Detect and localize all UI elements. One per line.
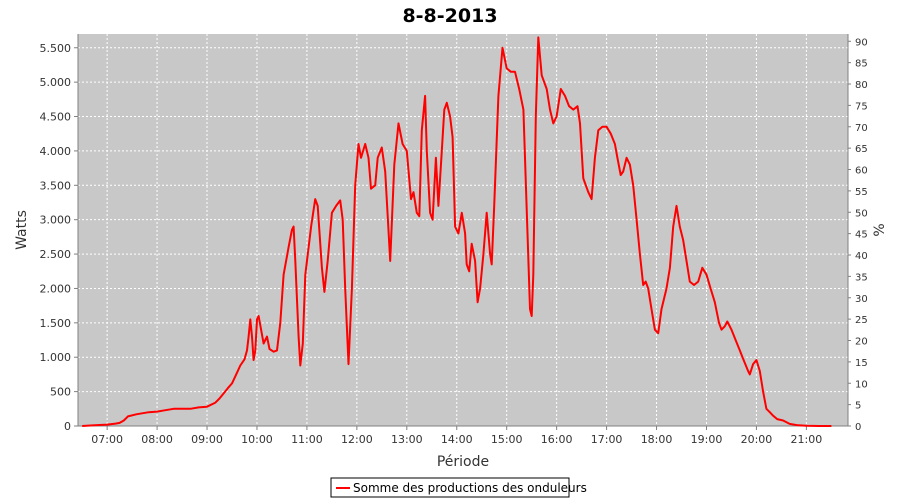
y2-axis-title: % [872,223,888,236]
y2-tick-label: 20 [855,337,868,348]
x-axis-title: Période [437,454,489,470]
legend-box [330,477,570,498]
y2-tick-label: 15 [855,358,868,369]
legend[interactable]: Somme des productions des onduleurs [330,477,587,498]
legend-label: Somme des productions des onduleurs [353,481,587,495]
y2-tick-label: 60 [855,166,868,177]
plot-area [78,34,848,426]
x-tick-label: 12:00 [341,433,373,446]
y-tick-label: 2.500 [40,248,72,261]
series-layer [82,36,832,427]
y-axis-title: Watts [14,210,30,250]
x-tick-label: 15:00 [491,433,523,446]
y2-tick-label: 90 [855,37,868,48]
y2-tick-label: 55 [855,187,868,198]
y-tick-label: 2.000 [40,282,72,295]
x-tick-label: 19:00 [691,433,723,446]
x-tick-label: 16:00 [541,433,573,446]
x-tick-label: 09:00 [191,433,223,446]
axes: 05001.0001.5002.0002.5003.0003.5004.0004… [40,34,868,446]
x-tick-label: 08:00 [141,433,173,446]
y-tick-label: 1.000 [40,351,72,364]
y-tick-label: 3.000 [40,214,72,227]
y2-tick-label: 70 [855,123,868,134]
y-tick-label: 500 [50,386,71,399]
y2-tick-label: 0 [855,422,861,433]
y2-tick-label: 75 [855,101,868,112]
series-line [82,36,832,427]
x-tick-label: 14:00 [441,433,473,446]
x-tick-label: 18:00 [641,433,673,446]
y2-tick-label: 5 [855,401,861,412]
x-tick-label: 20:00 [741,433,773,446]
y-tick-label: 5.500 [40,42,72,55]
y-tick-label: 0 [64,420,71,433]
y2-tick-label: 35 [855,272,868,283]
chart-title: 8-8-2013 [402,5,497,27]
y-tick-label: 3.500 [40,179,72,192]
x-tick-label: 11:00 [291,433,323,446]
y-tick-label: 4.500 [40,111,72,124]
y2-tick-label: 85 [855,59,868,70]
x-tick-label: 13:00 [391,433,423,446]
y-tick-label: 4.000 [40,145,72,158]
y2-tick-label: 80 [855,80,868,91]
x-tick-label: 10:00 [241,433,273,446]
y2-tick-label: 25 [855,315,868,326]
x-tick-label: 17:00 [591,433,623,446]
y2-tick-label: 50 [855,208,868,219]
y2-tick-label: 65 [855,144,868,155]
y2-tick-label: 45 [855,230,868,241]
x-tick-label: 21:00 [791,433,823,446]
y2-tick-label: 10 [855,379,868,390]
y2-tick-label: 30 [855,294,868,305]
y-tick-label: 1.500 [40,317,72,330]
y2-tick-label: 40 [855,251,868,262]
x-tick-label: 07:00 [91,433,123,446]
y-tick-label: 5.000 [40,76,72,89]
